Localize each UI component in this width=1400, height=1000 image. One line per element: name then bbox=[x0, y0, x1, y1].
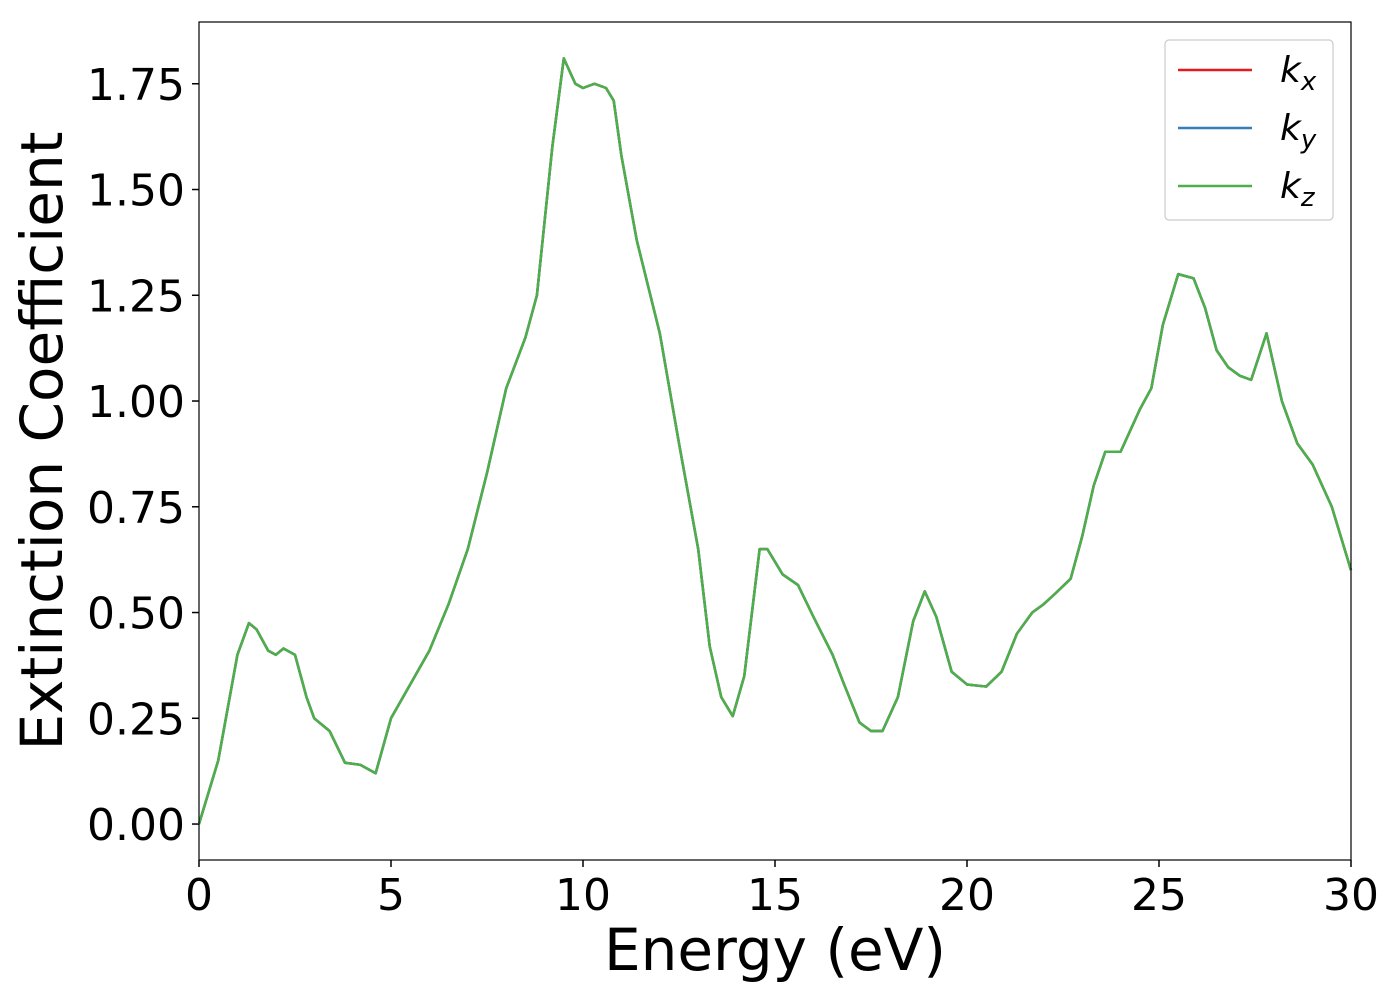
y-tick-label: 0.00 bbox=[87, 800, 185, 851]
y-axis-label: Extinction Coefficient bbox=[8, 132, 76, 751]
y-tick-label: 0.75 bbox=[87, 483, 185, 534]
x-tick-label: 30 bbox=[1323, 870, 1379, 921]
x-tick-label: 25 bbox=[1131, 870, 1187, 921]
x-tick-label: 10 bbox=[555, 870, 611, 921]
y-tick-label: 0.50 bbox=[87, 589, 185, 640]
x-tick-label: 0 bbox=[185, 870, 213, 921]
y-tick-label: 1.25 bbox=[87, 271, 185, 322]
x-tick-label: 20 bbox=[939, 870, 995, 921]
series-line bbox=[197, 57, 1353, 825]
x-tick-label: 15 bbox=[747, 870, 803, 921]
x-axis-label: Energy (eV) bbox=[604, 916, 946, 984]
y-tick-label: 1.75 bbox=[87, 60, 185, 111]
legend-label: ky bbox=[1280, 108, 1317, 155]
legend-label: kz bbox=[1280, 166, 1316, 213]
y-tick-label: 0.25 bbox=[87, 694, 185, 745]
y-tick-label: 1.50 bbox=[87, 166, 185, 217]
legend-label: kx bbox=[1280, 50, 1317, 97]
y-tick-label: 1.00 bbox=[87, 377, 185, 428]
legend-box bbox=[1164, 39, 1334, 221]
x-tick-label: 5 bbox=[377, 870, 405, 921]
plot-frame bbox=[198, 21, 1352, 861]
